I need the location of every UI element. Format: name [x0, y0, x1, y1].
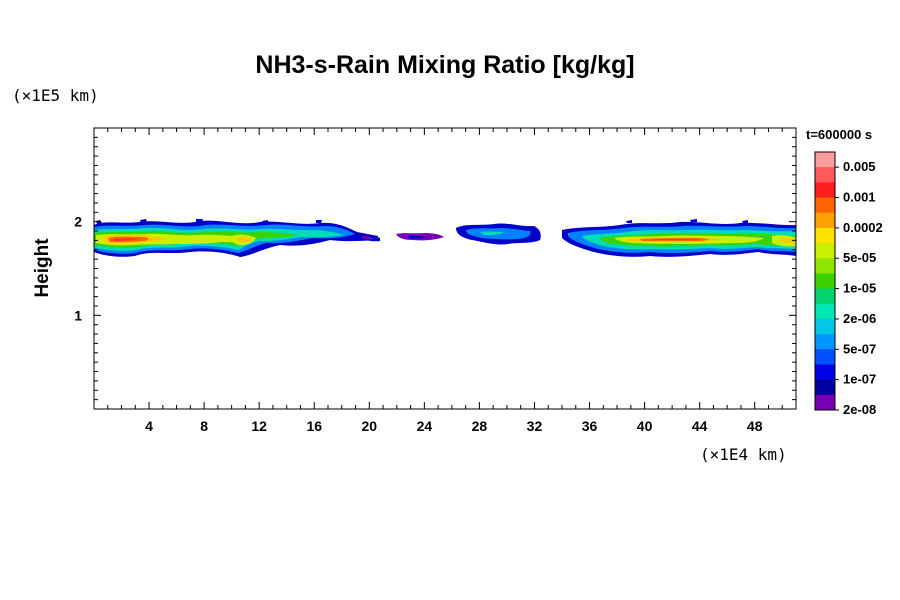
x-tick-label: 40 [637, 418, 653, 434]
colorbar-frame [814, 151, 836, 411]
colorbar-swatch [815, 182, 835, 199]
x-axis: 4 8 12 16 20 24 28 32 36 40 44 48 [107, 128, 783, 434]
colorbar-swatch [815, 334, 835, 350]
y-axis: 12 [74, 136, 796, 401]
colorbar: 0.005 0.001 0.0002 5e-05 1e-05 2e-06 5e-07 1e-0… [814, 151, 883, 417]
x-tick-label: 24 [417, 418, 433, 434]
x-tick-label: 20 [362, 418, 378, 434]
colorbar-label: 1e-05 [843, 281, 876, 296]
x-tick-label: 4 [145, 418, 153, 434]
colorbar-label: 1e-07 [843, 372, 876, 387]
colorbar-label: 2e-06 [843, 311, 876, 326]
colorbar-swatch [815, 318, 835, 335]
y-axis-label: Height [32, 238, 53, 298]
chart-title: NH3-s-Rain Mixing Ratio [kg/kg] [255, 51, 634, 79]
x-tick-label: 32 [527, 418, 543, 434]
band-left [94, 219, 380, 257]
y-tick-label: 2 [74, 214, 82, 230]
x-tick-label: 28 [472, 418, 488, 434]
time-label: t=600000 s [806, 127, 872, 142]
colorbar-swatch [815, 379, 835, 396]
colorbar-label: 2e-08 [843, 402, 876, 417]
colorbar-swatch [815, 197, 835, 214]
x-tick-label: 36 [582, 418, 598, 434]
x-tick-label: 8 [200, 418, 208, 434]
colorbar-swatch [815, 288, 835, 305]
colorbar-swatch [815, 258, 835, 274]
plot-field [94, 219, 796, 257]
colorbar-swatch [815, 227, 835, 244]
band-middle [456, 223, 541, 245]
y-tick-label: 1 [74, 307, 82, 323]
colorbar-label: 5e-07 [843, 341, 876, 356]
colorbar-swatch [815, 273, 835, 290]
band-right [562, 219, 796, 257]
colorbar-label: 0.0002 [843, 220, 883, 235]
colorbar-label: 5e-05 [843, 250, 876, 265]
colorbar-swatch [815, 349, 835, 365]
x-tick-label: 48 [747, 418, 763, 434]
plot-frame [93, 127, 797, 410]
x-tick-label: 12 [251, 418, 267, 434]
y-unit-label: (×1E5 km) [12, 86, 99, 105]
colorbar-label: 0.005 [843, 159, 876, 174]
colorbar-swatch [815, 364, 835, 381]
colorbar-label: 0.001 [843, 190, 876, 205]
band-trace [362, 233, 444, 241]
colorbar-swatch [815, 243, 835, 259]
colorbar-swatch [815, 394, 835, 411]
colorbar-swatch [815, 303, 835, 320]
x-tick-label: 16 [306, 418, 322, 434]
x-unit-label: (×1E4 km) [700, 445, 787, 464]
colorbar-swatch [815, 167, 835, 183]
x-tick-label: 44 [692, 418, 708, 434]
colorbar-swatch [815, 212, 835, 229]
colorbar-swatch [815, 152, 835, 168]
